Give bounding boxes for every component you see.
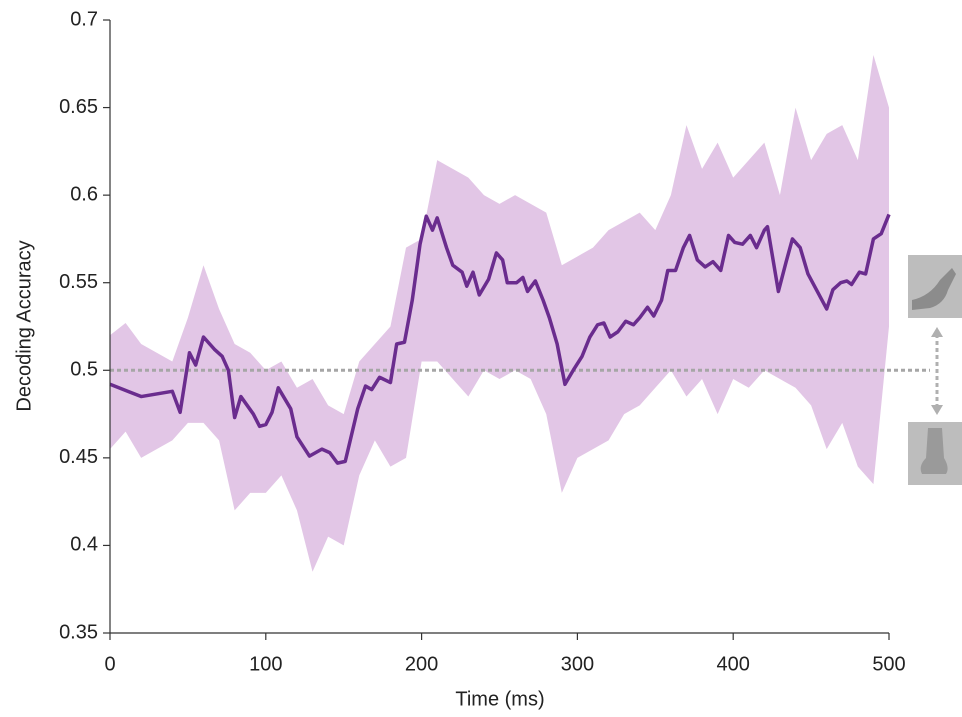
x-tick-label: 100 [249, 653, 282, 675]
x-tick-label: 400 [717, 653, 750, 675]
mean-line [109, 213, 891, 465]
y-tick-label: 0.7 [70, 8, 98, 30]
hand-icon [908, 255, 962, 318]
foot-shape [920, 428, 948, 474]
hand-shape [912, 268, 956, 310]
y-tick-label: 0.6 [70, 183, 98, 205]
y-tick-label: 0.35 [59, 621, 98, 643]
confidence-band [110, 55, 889, 572]
y-tick-label: 0.4 [70, 534, 98, 556]
x-tick-label: 300 [561, 653, 594, 675]
arrow [931, 327, 943, 415]
foot-icon [908, 422, 962, 485]
arrow-heads [931, 327, 943, 415]
y-tick-label: 0.5 [70, 359, 98, 381]
y-tick-label: 0.55 [59, 271, 98, 293]
y-tick-label: 0.65 [59, 96, 98, 118]
x-tick-label: 500 [872, 653, 905, 675]
plot: 0.35 0.4 0.45 0.5 0.55 0.6 0.65 0.7 0 100 200 300 40… [59, 8, 930, 675]
y-tick-label: 0.45 [59, 446, 98, 468]
x-tick-label: 200 [405, 653, 438, 675]
y-axis-label: Decoding Accuracy [13, 240, 35, 411]
x-axis-label: Time (ms) [455, 688, 544, 710]
x-tick-label: 0 [104, 653, 115, 675]
